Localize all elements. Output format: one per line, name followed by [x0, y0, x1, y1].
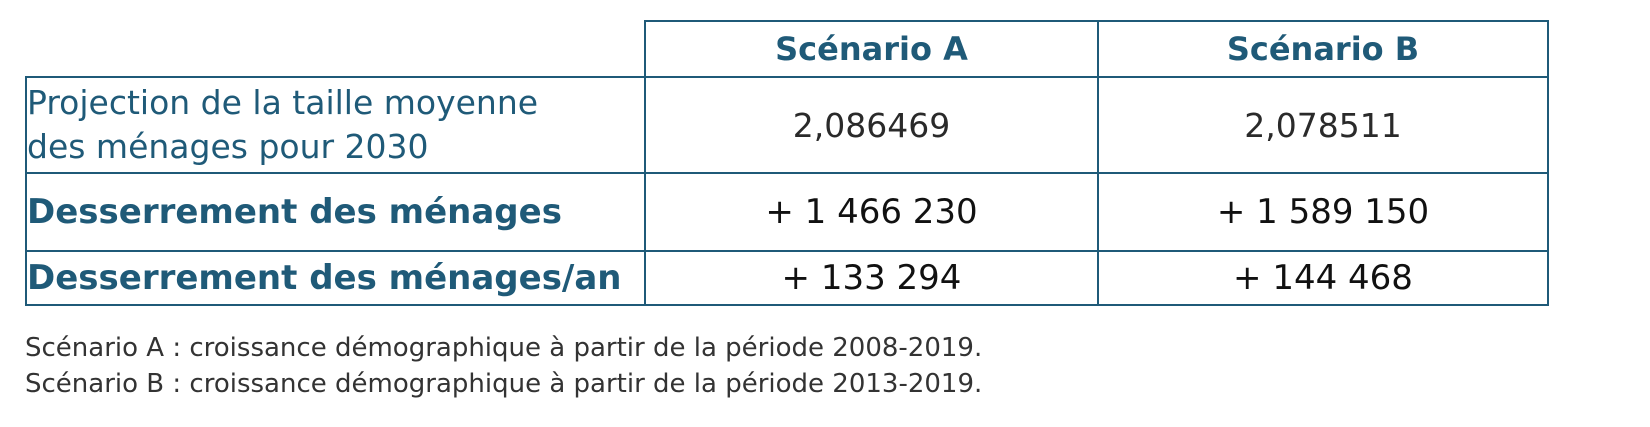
row-label-projection: Projection de la taille moyenne des ména… — [25, 76, 646, 174]
cell-desserrement-scenario-a: + 1 466 230 — [644, 172, 1099, 252]
table-corner-cell — [26, 21, 646, 78]
cell-desserrement-an-scenario-a: + 133 294 — [644, 250, 1099, 306]
row-label-line: des ménages pour 2030 — [27, 127, 429, 166]
table-header-row: Scénario A Scénario B — [26, 20, 1549, 78]
row-label-line: Projection de la taille moyenne — [27, 83, 539, 122]
cell-desserrement-an-scenario-b: + 144 468 — [1097, 250, 1549, 306]
cell-projection-scenario-b: 2,078511 — [1097, 76, 1549, 174]
column-header-scenario-b: Scénario B — [1097, 20, 1549, 78]
column-header-scenario-a: Scénario A — [644, 20, 1099, 78]
cell-desserrement-scenario-b: + 1 589 150 — [1097, 172, 1549, 252]
footnotes: Scénario A : croissance démographique à … — [25, 330, 982, 402]
footnote-scenario-a: Scénario A : croissance démographique à … — [25, 333, 983, 363]
table-row: Projection de la taille moyenne des ména… — [25, 76, 1549, 174]
table-row: Desserrement des ménages/an + 133 294 + … — [25, 250, 1549, 306]
row-label-desserrement: Desserrement des ménages — [25, 172, 646, 252]
cell-projection-scenario-a: 2,086469 — [644, 76, 1099, 174]
projection-table: Scénario A Scénario B Projection de la t… — [25, 20, 1549, 306]
row-label-desserrement-an: Desserrement des ménages/an — [25, 250, 646, 306]
footnote-scenario-b: Scénario B : croissance démographique à … — [25, 369, 983, 399]
table-row: Desserrement des ménages + 1 466 230 + 1… — [25, 172, 1549, 252]
